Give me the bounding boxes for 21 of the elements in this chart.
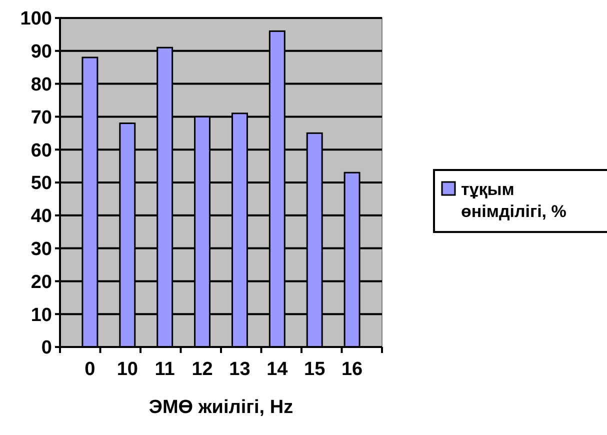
y-tick-label: 70: [30, 107, 52, 128]
x-tick-label: 10: [116, 359, 138, 380]
x-tick-label: 16: [341, 359, 363, 380]
x-tick-label: 0: [84, 359, 96, 380]
x-tick-label: 14: [266, 359, 288, 380]
x-tick-label: 13: [229, 359, 250, 380]
y-tick-label: 100: [20, 8, 52, 30]
y-tick-label: 40: [30, 206, 52, 228]
y-tick-label: 0: [41, 338, 52, 359]
y-tick-label: 10: [30, 304, 52, 326]
y-tick-label: 50: [30, 173, 52, 194]
x-tick-label: 11: [154, 359, 176, 380]
y-tick-label: 20: [30, 272, 52, 293]
x-tick-label: 15: [304, 359, 326, 380]
legend-label: тұқым өнімділігі, %: [461, 180, 566, 221]
x-axis-title: ЭМӨ жиілігі, Hz: [148, 397, 294, 418]
y-tick-label: 90: [30, 42, 52, 63]
y-tick-label: 60: [30, 140, 52, 162]
x-tick-label: 12: [192, 359, 213, 380]
y-tick-label: 30: [30, 238, 52, 260]
y-tick-label: 80: [30, 74, 52, 96]
